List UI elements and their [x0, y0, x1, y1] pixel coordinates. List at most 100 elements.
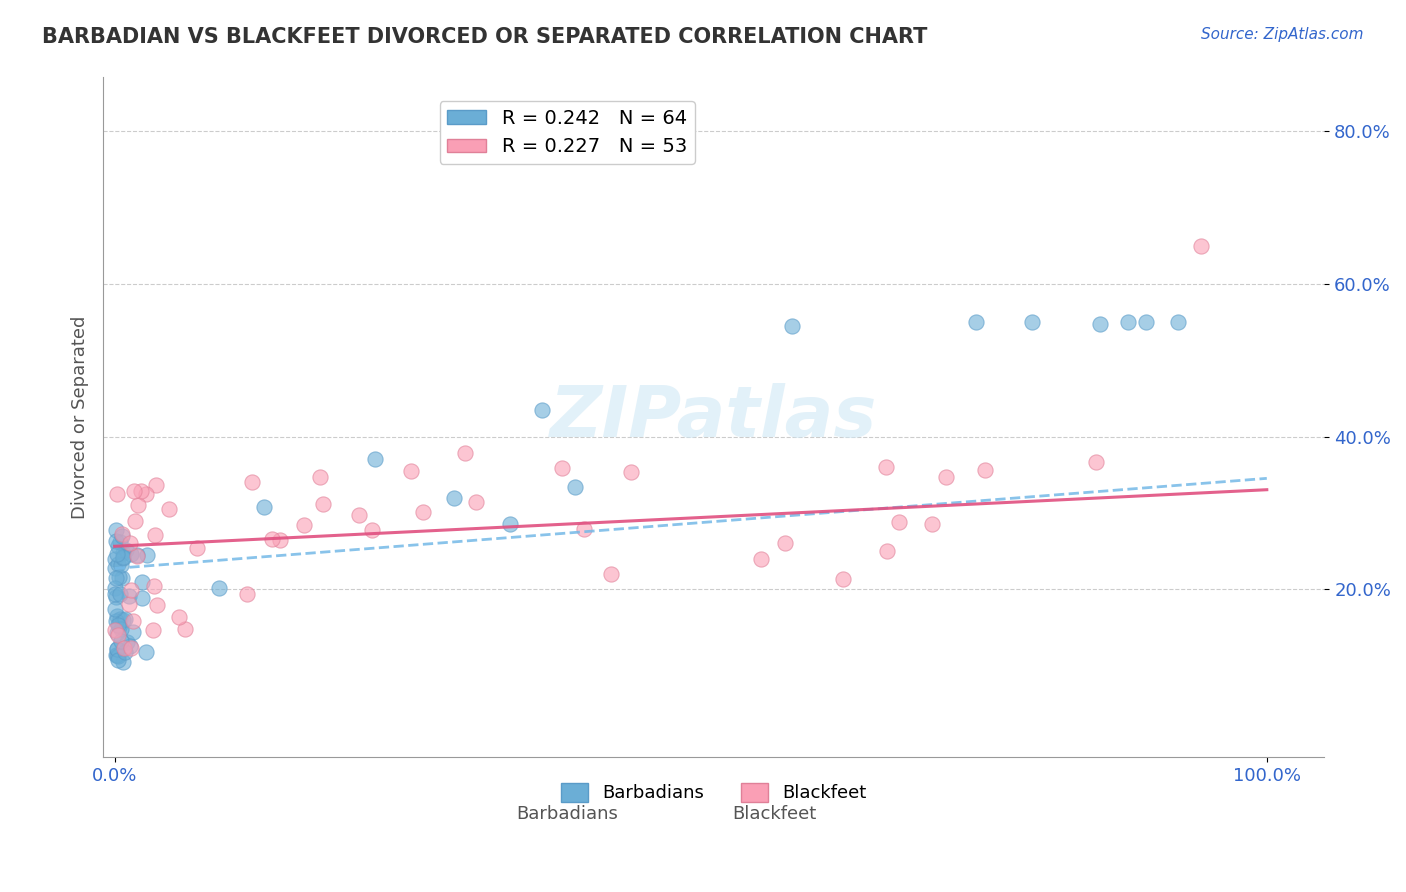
Point — [107, 653, 129, 667]
Point — [146, 598, 169, 612]
Point — [104, 552, 127, 566]
Point — [122, 614, 145, 628]
Point — [112, 613, 135, 627]
Point — [104, 624, 127, 638]
Point — [120, 535, 142, 549]
Point — [1021, 315, 1043, 329]
Point — [127, 549, 149, 563]
Point — [114, 612, 136, 626]
Point — [105, 608, 128, 623]
Point — [142, 623, 165, 637]
Point — [120, 641, 142, 656]
Point — [104, 561, 127, 575]
Point — [551, 460, 574, 475]
Point — [105, 642, 128, 657]
Point — [135, 487, 157, 501]
Point — [111, 551, 134, 566]
Point — [107, 628, 129, 642]
Point — [115, 543, 138, 558]
Point — [108, 618, 131, 632]
Point — [107, 626, 129, 640]
Point — [531, 403, 554, 417]
Point — [498, 516, 520, 531]
Point — [143, 579, 166, 593]
Point — [262, 532, 284, 546]
Point — [107, 539, 129, 553]
Point — [104, 587, 127, 601]
Point — [465, 494, 488, 508]
Point — [118, 597, 141, 611]
Point — [749, 552, 772, 566]
Point — [236, 587, 259, 601]
Point — [112, 549, 135, 564]
Point — [125, 548, 148, 562]
Point — [157, 502, 180, 516]
Point — [112, 546, 135, 560]
Point — [110, 535, 132, 549]
Point — [292, 518, 315, 533]
Point — [107, 617, 129, 632]
Point — [108, 570, 131, 584]
Point — [108, 611, 131, 625]
Text: Source: ZipAtlas.com: Source: ZipAtlas.com — [1201, 27, 1364, 42]
Point — [1135, 315, 1157, 329]
Point — [127, 498, 149, 512]
Legend: R = 0.242   N = 64, R = 0.227   N = 53: R = 0.242 N = 64, R = 0.227 N = 53 — [440, 101, 695, 164]
Point — [935, 470, 957, 484]
Point — [129, 483, 152, 498]
Point — [136, 548, 159, 562]
Text: ZIPatlas: ZIPatlas — [550, 383, 877, 452]
Point — [253, 500, 276, 514]
Point — [110, 558, 132, 573]
Point — [1167, 315, 1189, 329]
Point — [120, 582, 142, 597]
Point — [105, 591, 128, 605]
Point — [312, 497, 335, 511]
Point — [122, 484, 145, 499]
Point — [114, 645, 136, 659]
Point — [775, 535, 797, 549]
Point — [1085, 455, 1108, 469]
Point — [443, 491, 465, 506]
Point — [131, 575, 153, 590]
Text: BARBADIAN VS BLACKFEET DIVORCED OR SEPARATED CORRELATION CHART: BARBADIAN VS BLACKFEET DIVORCED OR SEPAR… — [42, 27, 928, 46]
Point — [875, 460, 897, 475]
Point — [887, 516, 910, 530]
Point — [564, 479, 586, 493]
Point — [143, 527, 166, 541]
Point — [107, 648, 129, 663]
Text: Blackfeet: Blackfeet — [733, 805, 817, 823]
Point — [104, 571, 127, 585]
Point — [105, 614, 128, 628]
Point — [173, 622, 195, 636]
Point — [108, 587, 131, 601]
Point — [167, 610, 190, 624]
Point — [620, 465, 643, 479]
Point — [131, 591, 153, 606]
Point — [110, 623, 132, 637]
Point — [105, 523, 128, 537]
Point — [600, 566, 623, 581]
Point — [399, 464, 422, 478]
Text: Barbadians: Barbadians — [516, 805, 619, 823]
Point — [118, 639, 141, 653]
Point — [412, 505, 434, 519]
Point — [105, 641, 128, 656]
Point — [965, 315, 987, 329]
Point — [107, 558, 129, 572]
Point — [454, 446, 477, 460]
Point — [111, 528, 134, 542]
Point — [208, 582, 231, 596]
Point — [105, 547, 128, 561]
Point — [974, 463, 997, 477]
Point — [104, 582, 127, 596]
Point — [921, 517, 943, 532]
Point — [831, 572, 853, 586]
Point — [572, 522, 595, 536]
Point — [361, 523, 384, 537]
Point — [124, 514, 146, 528]
Point — [110, 571, 132, 585]
Point — [1088, 317, 1111, 331]
Point — [145, 478, 167, 492]
Point — [105, 648, 128, 662]
